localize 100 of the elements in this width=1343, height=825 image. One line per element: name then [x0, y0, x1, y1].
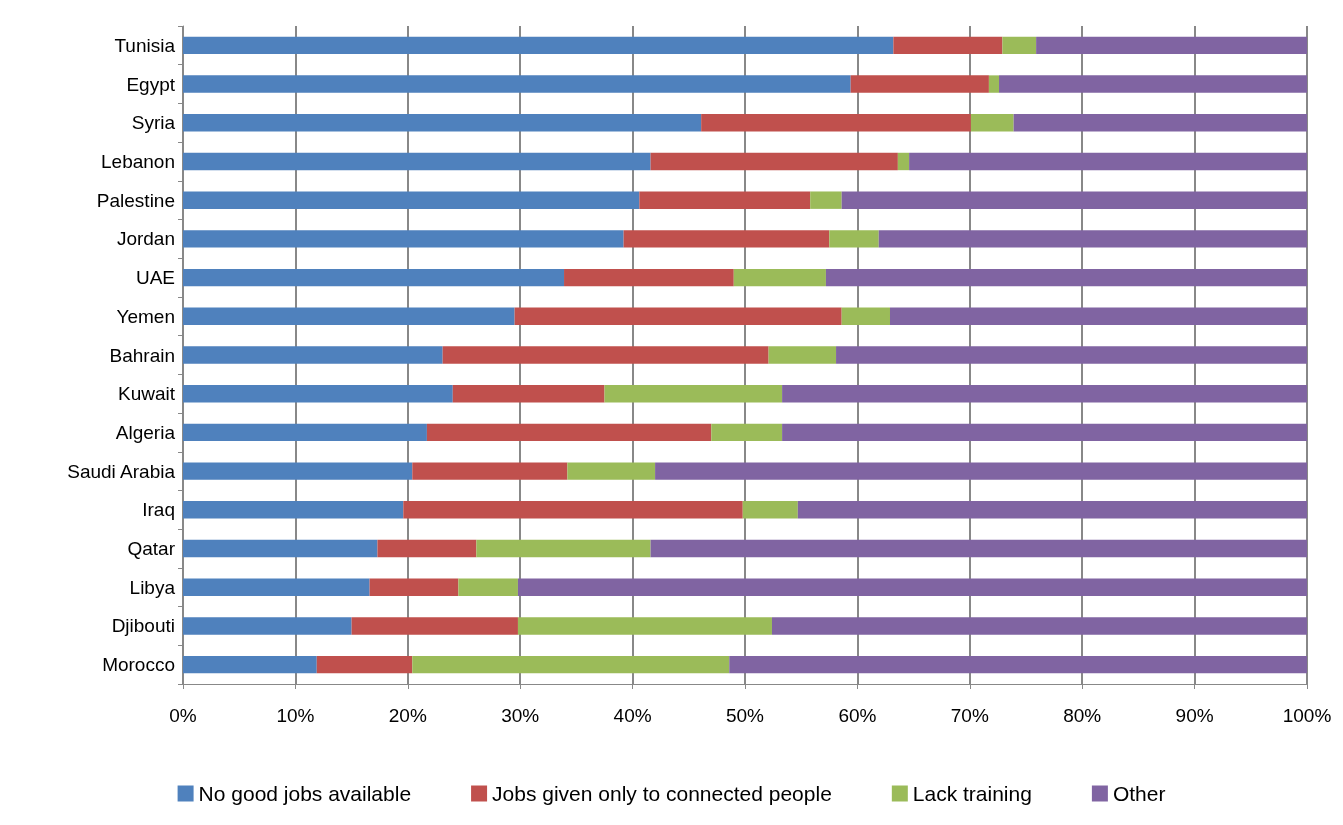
bar	[183, 462, 413, 480]
bar	[183, 191, 640, 209]
bar	[183, 501, 404, 519]
bar	[782, 385, 1307, 403]
x-tick-label: 0%	[169, 705, 197, 726]
bar	[701, 114, 971, 132]
bar	[476, 539, 651, 558]
y-tick-label: Saudi Arabia	[67, 460, 176, 482]
bar	[1036, 36, 1307, 55]
bar	[183, 114, 702, 132]
y-tick-label: Jordan	[116, 228, 175, 250]
y-tick-label: Lebanon	[101, 150, 175, 172]
bar	[183, 655, 317, 674]
y-tick-label: Qatar	[127, 538, 176, 560]
bar	[890, 307, 1307, 325]
bar	[909, 152, 1307, 171]
x-tick-label: 10%	[276, 705, 315, 726]
bar	[183, 578, 370, 596]
bar	[841, 191, 1307, 209]
bar	[711, 423, 783, 442]
bar	[564, 268, 734, 287]
bar	[999, 75, 1307, 93]
x-tick-label: 60%	[838, 705, 877, 726]
bar	[655, 462, 1307, 480]
y-tick-label: Yemen	[116, 305, 175, 327]
x-tick-label: 40%	[613, 705, 652, 726]
x-tick-label: 100%	[1282, 705, 1332, 726]
bar	[850, 75, 989, 93]
bar	[183, 230, 624, 248]
bar	[517, 617, 772, 635]
bar	[426, 423, 712, 442]
bar	[729, 655, 1307, 674]
x-tick-label: 30%	[501, 705, 540, 726]
y-tick-label: Libya	[129, 576, 176, 598]
bar	[183, 75, 851, 93]
bar	[377, 539, 477, 558]
bar	[768, 346, 837, 364]
bar	[183, 268, 565, 287]
bar	[369, 578, 459, 596]
bar	[970, 114, 1014, 132]
bar	[514, 307, 842, 325]
bar	[825, 268, 1307, 287]
bar	[183, 346, 443, 364]
bar	[836, 346, 1307, 364]
bar	[183, 385, 453, 403]
bar	[797, 501, 1307, 519]
y-tick-label: Djibouti	[111, 615, 175, 637]
y-tick-label: Algeria	[115, 421, 176, 443]
bar	[183, 423, 427, 442]
bar	[782, 423, 1307, 442]
y-tick-label: Iraq	[142, 499, 175, 521]
bar	[316, 655, 413, 674]
bar	[458, 578, 518, 596]
bar	[442, 346, 769, 364]
bar	[650, 152, 898, 171]
x-tick-label: 70%	[950, 705, 989, 726]
bar	[403, 501, 743, 519]
y-tick-label: Morocco	[102, 654, 175, 676]
y-tick-label: UAE	[135, 267, 175, 289]
y-tick-label: Palestine	[96, 189, 175, 211]
bar	[878, 230, 1307, 248]
bar	[988, 75, 1000, 93]
y-tick-label: Kuwait	[117, 383, 176, 405]
y-tick-label: Syria	[131, 112, 176, 134]
legend-label: Other	[1112, 782, 1166, 805]
y-tick-label: Egypt	[126, 73, 176, 95]
bar	[623, 230, 830, 248]
bar	[183, 307, 515, 325]
bar	[1002, 36, 1037, 55]
bar	[183, 539, 378, 558]
bar	[412, 655, 730, 674]
bar	[183, 152, 651, 171]
x-tick-label: 50%	[725, 705, 765, 726]
bar	[893, 36, 1003, 55]
bar	[351, 617, 518, 635]
bar	[829, 230, 879, 248]
bar	[841, 307, 890, 325]
bar	[1013, 114, 1307, 132]
bar	[733, 268, 826, 287]
bar	[604, 385, 783, 403]
bar	[517, 578, 1307, 596]
y-tick-label: Bahrain	[109, 344, 175, 366]
legend-label: Lack training	[912, 782, 1032, 805]
y-tick-label: Tunisia	[114, 34, 176, 56]
legend-label: Jobs given only to connected people	[492, 782, 832, 805]
x-tick-label: 80%	[1063, 705, 1102, 726]
bar	[639, 191, 811, 209]
bar	[412, 462, 568, 480]
bar	[567, 462, 656, 480]
bar	[897, 152, 910, 171]
bar	[650, 539, 1307, 558]
bar	[183, 617, 352, 635]
bar	[810, 191, 842, 209]
bar	[771, 617, 1307, 635]
bar	[742, 501, 798, 519]
legend-label: No good jobs available	[198, 782, 412, 805]
bar	[452, 385, 605, 403]
bar	[183, 36, 894, 55]
x-tick-label: 20%	[388, 705, 427, 726]
x-tick-label: 90%	[1175, 705, 1214, 726]
